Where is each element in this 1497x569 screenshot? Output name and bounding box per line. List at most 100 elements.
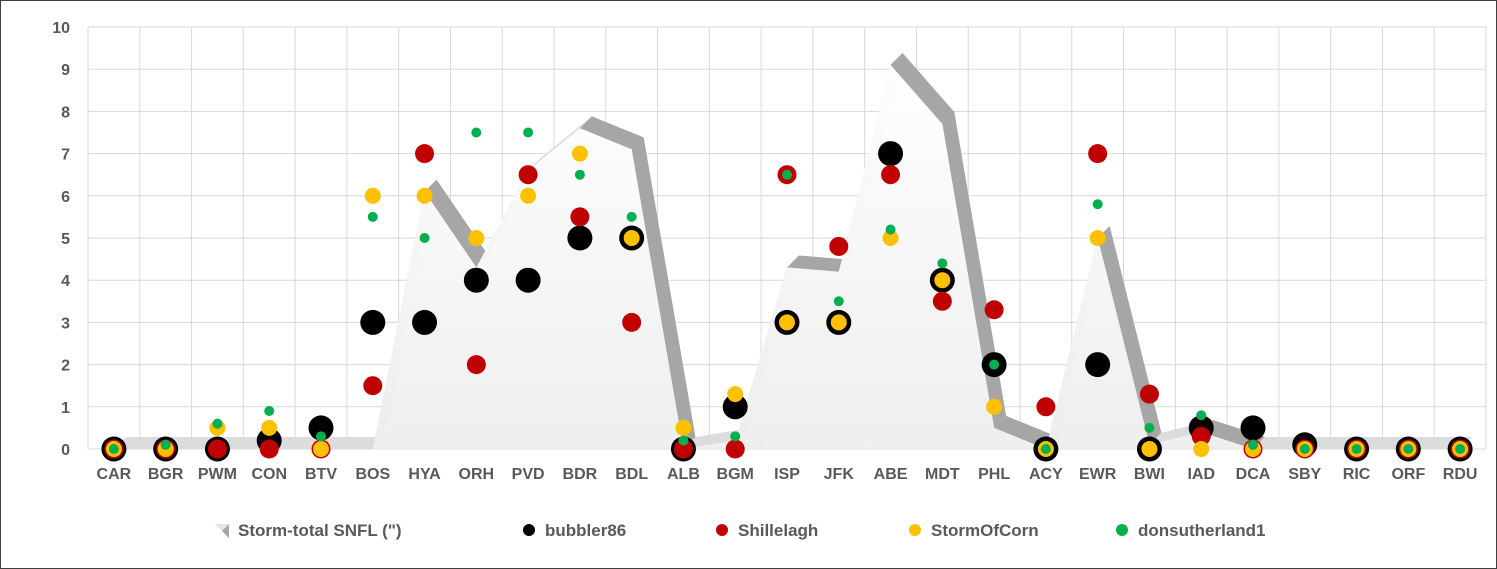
point-StormOfCorn-BTV xyxy=(313,441,329,457)
x-tick-label: ALB xyxy=(667,466,700,483)
area-segment-top xyxy=(942,112,1007,428)
point-donsutherland1-PHL xyxy=(989,359,1000,370)
point-donsutherland1-ABE xyxy=(885,224,896,235)
x-tick-label: PWM xyxy=(198,466,237,483)
y-tick-label: 9 xyxy=(61,62,70,79)
area-segment-top xyxy=(787,255,851,272)
point-donsutherland1-DCA xyxy=(1248,439,1258,450)
y-tick-label: 0 xyxy=(61,442,70,459)
point-donsutherland1-BGM xyxy=(730,431,741,442)
x-tick-label: CAR xyxy=(97,466,132,483)
point-StormOfCorn-BGM xyxy=(727,386,744,403)
x-tick-label: HYA xyxy=(408,466,441,483)
point-StormOfCorn-ISP xyxy=(779,314,795,331)
area-series xyxy=(113,52,1473,449)
x-tick-label: DCA xyxy=(1236,466,1271,483)
legend-label: bubbler86 xyxy=(545,521,626,540)
point-donsutherland1-IAD xyxy=(1196,410,1207,421)
legend-label: Shillelagh xyxy=(738,521,818,540)
legend-item: StormOfCorn xyxy=(909,521,1039,540)
point-bubbler86-PVD xyxy=(515,267,541,293)
point-Shillelagh-ABE xyxy=(881,165,901,185)
y-axis: 0 1 2 3 4 5 6 7 8 9 10 xyxy=(52,20,70,459)
point-Shillelagh-ORH xyxy=(466,355,486,375)
point-donsutherland1-PVD xyxy=(523,127,534,138)
point-donsutherland1-ALB xyxy=(678,435,689,446)
point-StormOfCorn-BOS xyxy=(364,187,381,204)
legend: Storm-total SNFL (") bubbler86 Shillelagh S… xyxy=(215,521,1266,540)
area-front-face xyxy=(113,64,1461,449)
point-StormOfCorn-EWR xyxy=(1089,230,1106,246)
point-bubbler86-BTV xyxy=(308,415,334,441)
x-tick-label: IAD xyxy=(1187,466,1215,483)
x-tick-label: BWI xyxy=(1134,466,1165,483)
point-Shillelagh-HYA xyxy=(415,144,435,164)
area-segment-top xyxy=(321,437,385,449)
area-segment-top xyxy=(528,116,592,171)
point-Shillelagh-EWR xyxy=(1088,144,1108,164)
y-tick-label: 5 xyxy=(61,231,70,248)
point-bubbler86-BGM xyxy=(722,394,748,420)
point-bubbler86-DCA xyxy=(1240,415,1266,441)
point-donsutherland1-ACY xyxy=(1040,444,1051,454)
point-StormOfCorn-BWI xyxy=(1141,441,1158,457)
point-donsutherland1-ISP xyxy=(782,169,792,180)
y-tick-label: 1 xyxy=(61,400,70,417)
point-StormOfCorn-BDL xyxy=(623,230,640,246)
point-donsutherland1-RDU xyxy=(1455,444,1466,454)
point-donsutherland1-HYA xyxy=(419,233,430,243)
y-tick-label: 7 xyxy=(61,147,70,164)
legend-item: Storm-total SNFL (") xyxy=(215,521,402,540)
point-bubbler86-BOS xyxy=(360,309,386,335)
x-tick-label: EWR xyxy=(1079,466,1117,483)
area-segment-top xyxy=(579,116,644,150)
x-tick-label: RIC xyxy=(1343,466,1371,483)
area-segment-top xyxy=(631,137,696,449)
point-donsutherland1-JFK xyxy=(833,296,844,307)
point-donsutherland1-ORH xyxy=(471,127,482,138)
point-Shillelagh-BOS xyxy=(363,376,383,396)
point-StormOfCorn-HYA xyxy=(416,187,433,204)
point-Shillelagh-PHL xyxy=(984,300,1004,320)
legend-marker-donsutherland1 xyxy=(1116,524,1128,536)
y-tick-label: 2 xyxy=(61,358,70,375)
point-Shillelagh-PVD xyxy=(518,165,538,185)
point-StormOfCorn-BDR xyxy=(571,145,588,162)
x-tick-label: SBY xyxy=(1288,466,1321,483)
point-StormOfCorn-CON xyxy=(261,419,278,436)
legend-label: Storm-total SNFL (") xyxy=(238,521,402,540)
y-tick-label: 10 xyxy=(52,20,70,37)
point-donsutherland1-BTV xyxy=(316,431,326,442)
point-StormOfCorn-PHL xyxy=(986,398,1003,415)
x-tick-label: BGM xyxy=(717,466,754,483)
point-donsutherland1-BDR xyxy=(574,169,585,180)
point-Shillelagh-BWI xyxy=(1139,384,1159,404)
y-tick-label: 3 xyxy=(61,315,70,332)
point-Shillelagh-ALB xyxy=(673,439,693,459)
x-tick-label: ORH xyxy=(459,466,495,483)
legend-marker-StormOfCorn xyxy=(909,524,921,536)
legend-item: Shillelagh xyxy=(716,521,818,540)
point-Shillelagh-BGM xyxy=(725,439,745,459)
x-tick-label: CON xyxy=(251,466,287,483)
x-tick-label: ISP xyxy=(774,466,800,483)
point-Shillelagh-CON xyxy=(259,439,279,459)
point-donsutherland1-RIC xyxy=(1351,444,1362,454)
x-tick-label: JFK xyxy=(824,466,855,483)
legend-label: StormOfCorn xyxy=(931,521,1039,540)
y-tick-label: 4 xyxy=(61,273,70,290)
point-series xyxy=(101,127,1473,462)
legend-marker-bubbler86 xyxy=(523,524,535,536)
point-donsutherland1-BGR xyxy=(160,439,171,450)
point-donsutherland1-SBY xyxy=(1299,444,1310,454)
point-donsutherland1-BWI xyxy=(1144,422,1155,433)
point-bubbler86-HYA xyxy=(412,309,438,335)
x-tick-label: BTV xyxy=(305,466,337,483)
area-segment-top xyxy=(424,179,489,268)
legend-item: donsutherland1 xyxy=(1116,521,1266,540)
y-tick-label: 8 xyxy=(61,104,70,121)
x-tick-label: ACY xyxy=(1029,466,1063,483)
point-donsutherland1-PWM xyxy=(212,418,223,429)
area-segment-top xyxy=(890,52,955,125)
